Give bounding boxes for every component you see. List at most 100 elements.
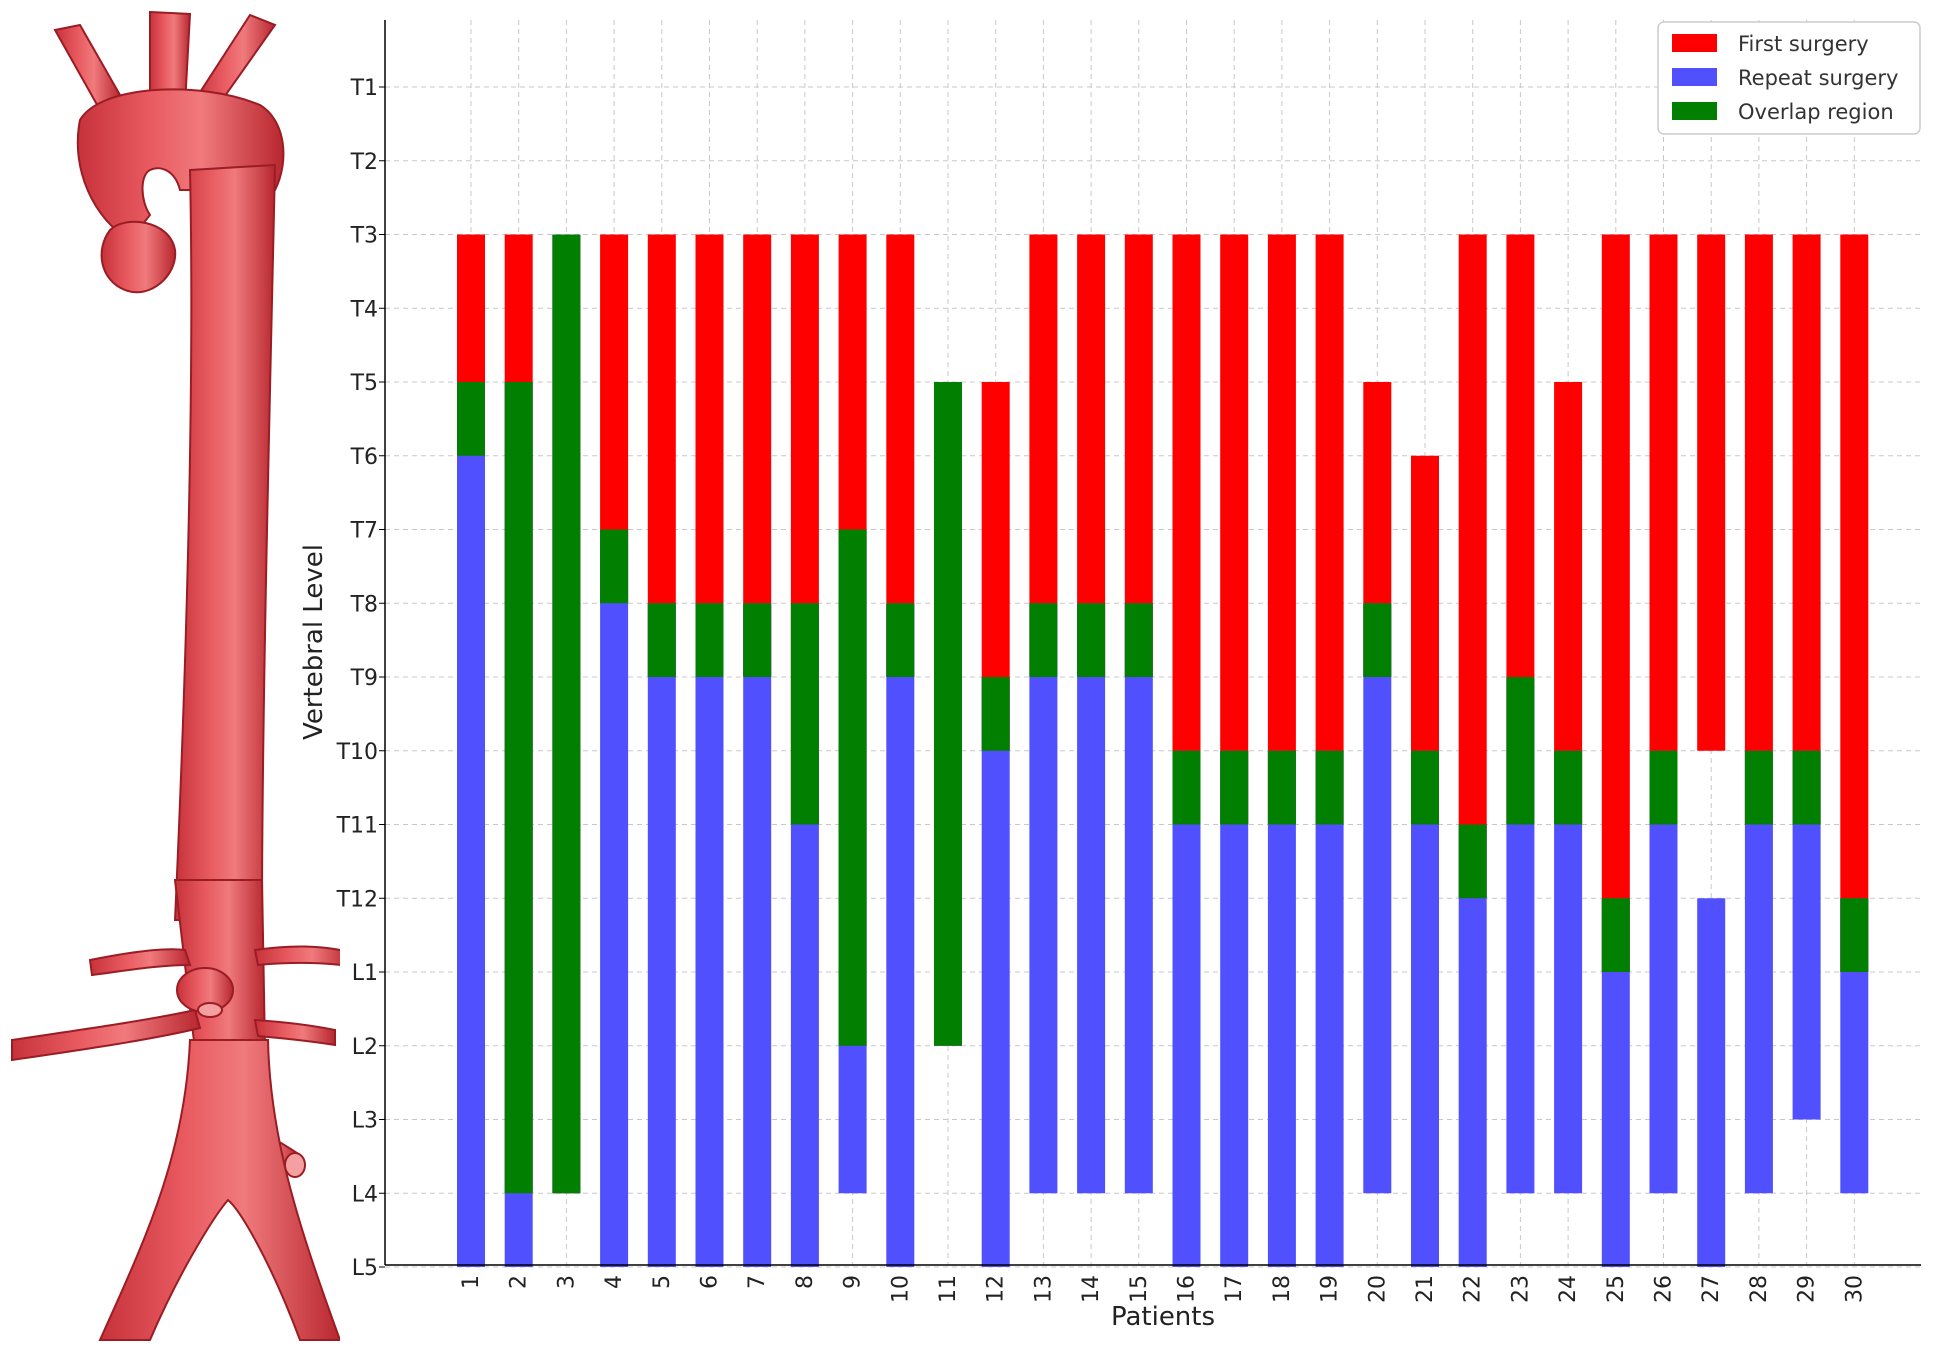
y-tick-label: T12 [336,887,378,912]
bar-overlap-patient-30 [1840,898,1869,972]
y-tick-label: T10 [336,740,378,765]
bar-first-surgery-patient-29 [1792,234,1821,825]
bar-overlap-patient-18 [1267,750,1296,825]
x-tick-label: 4 [602,1275,627,1289]
bar-overlap-patient-6 [695,603,724,677]
bar-repeat-surgery-patient-5 [647,603,676,1267]
bar-overlap-patient-16 [1172,750,1201,825]
legend-swatch-repeat [1672,68,1717,86]
bar-repeat-surgery-patient-1 [457,382,485,1267]
y-tick-label: T6 [350,445,378,470]
bar-repeat-surgery-patient-12 [981,677,1010,1267]
bar-overlap-patient-25 [1601,898,1630,972]
x-tick-label: 29 [1795,1275,1820,1303]
legend-label-repeat: Repeat surgery [1738,66,1898,90]
y-tick-label: T4 [350,297,378,322]
x-tick-label: 21 [1413,1275,1438,1303]
bar-repeat-surgery-patient-6 [695,603,724,1267]
legend-swatch-first [1672,34,1717,52]
x-tick-label: 26 [1652,1275,1677,1303]
bar-overlap-patient-21 [1411,750,1439,825]
x-tick-label: 15 [1127,1275,1152,1303]
x-tick-label: 19 [1318,1275,1343,1303]
legend-swatch-overlap [1672,102,1717,120]
x-tick-label: 3 [554,1275,579,1289]
bar-repeat-surgery-patient-13 [1029,603,1058,1194]
x-tick-label: 25 [1604,1275,1629,1303]
x-tick-label: 14 [1079,1275,1104,1303]
x-tick-label: 7 [745,1275,770,1289]
bar-overlap-patient-3 [552,234,581,1194]
bar-overlap-patient-14 [1077,603,1106,677]
bar-repeat-surgery-patient-4 [600,529,629,1267]
bar-first-surgery-patient-28 [1744,234,1773,825]
x-tick-label: 22 [1461,1275,1486,1303]
bar-repeat-surgery-patient-16 [1172,750,1201,1267]
bar-overlap-patient-24 [1554,750,1583,825]
y-tick-label: T11 [336,814,378,839]
legend-box [1657,21,1921,135]
y-tick-label: L5 [352,1256,378,1281]
y-tick-label: L4 [352,1182,378,1207]
x-tick-label: 28 [1747,1275,1772,1303]
legend: First surgery Repeat surgery Overlap reg… [1657,21,1921,135]
x-tick-label: 30 [1842,1275,1867,1303]
x-tick-label: 6 [698,1275,723,1289]
bar-overlap-patient-8 [790,603,819,825]
bar-overlap-patient-5 [647,603,676,677]
x-tick-label: 1 [459,1275,484,1289]
bar-overlap-patient-23 [1506,677,1535,825]
x-tick-label: 17 [1222,1275,1247,1303]
bar-repeat-surgery-patient-7 [743,603,772,1267]
bar-first-surgery-patient-18 [1267,234,1296,825]
x-tick-label: 20 [1365,1275,1390,1303]
x-tick-label: 27 [1699,1275,1724,1303]
bar-overlap-patient-26 [1649,750,1678,825]
bar-repeat-surgery-patient-17 [1220,750,1249,1267]
bar-overlap-patient-4 [600,529,629,604]
x-axis-title: Patients [1111,1302,1215,1332]
x-tick-label: 5 [650,1275,675,1289]
x-tick-label: 13 [1031,1275,1056,1303]
bar-overlap-patient-10 [886,603,915,677]
y-tick-label: L2 [352,1035,378,1060]
y-tick-label: T3 [350,224,378,249]
x-tick-label: 12 [984,1275,1009,1303]
x-tick-label: 10 [888,1275,913,1303]
y-tick-label: T7 [350,519,378,544]
bar-first-surgery-patient-26 [1649,234,1678,825]
bar-first-surgery-patient-30 [1840,234,1869,972]
y-tick-label: L3 [352,1109,378,1134]
bar-repeat-surgery-patient-15 [1124,603,1153,1194]
x-tick-label: 11 [936,1275,961,1303]
x-tick-labels: 1 2 3 4 5 6 7 8 9 10 11 12 13 14 15 16 17 18 19 20 21 22 23 24 2… [459,1275,1867,1303]
bar-overlap-patient-19 [1315,750,1344,825]
bar-repeat-surgery-patient-19 [1315,750,1344,1267]
x-tick-label: 23 [1508,1275,1533,1303]
bar-overlap-patient-29 [1792,750,1821,825]
y-tick-label: T8 [350,592,378,617]
y-tick-label: T1 [350,76,378,101]
bar-first-surgery-patient-19 [1315,234,1344,825]
y-tick-labels: T1 T2 T3 T4 T5 T6 T7 T8 T9 T10 T11 T12 L1 L2 L3 L4 L5 [336,76,385,1281]
x-tick-label: 9 [841,1275,866,1289]
bar-overlap-patient-20 [1363,603,1392,677]
bar-repeat-surgery-patient-27 [1697,898,1726,1267]
bar-repeat-surgery-patient-20 [1363,603,1392,1194]
bar-overlap-patient-17 [1220,750,1249,825]
x-tick-label: 24 [1556,1275,1581,1303]
bar-repeat-surgery-patient-14 [1077,603,1106,1194]
bar-overlap-patient-22 [1458,824,1487,899]
bar-overlap-patient-9 [838,529,867,1046]
bar-overlap-patient-15 [1124,603,1153,677]
x-tick-label: 2 [507,1275,532,1289]
bar-first-surgery-patient-27 [1697,234,1726,751]
bar-first-surgery-patient-16 [1172,234,1201,825]
bar-overlap-patient-1 [457,382,485,456]
bar-first-surgery-patient-25 [1601,234,1630,972]
legend-label-first: First surgery [1738,32,1869,56]
bar-overlap-patient-12 [981,677,1010,751]
bar-repeat-surgery-patient-21 [1411,750,1439,1267]
x-tick-label: 8 [793,1275,818,1289]
